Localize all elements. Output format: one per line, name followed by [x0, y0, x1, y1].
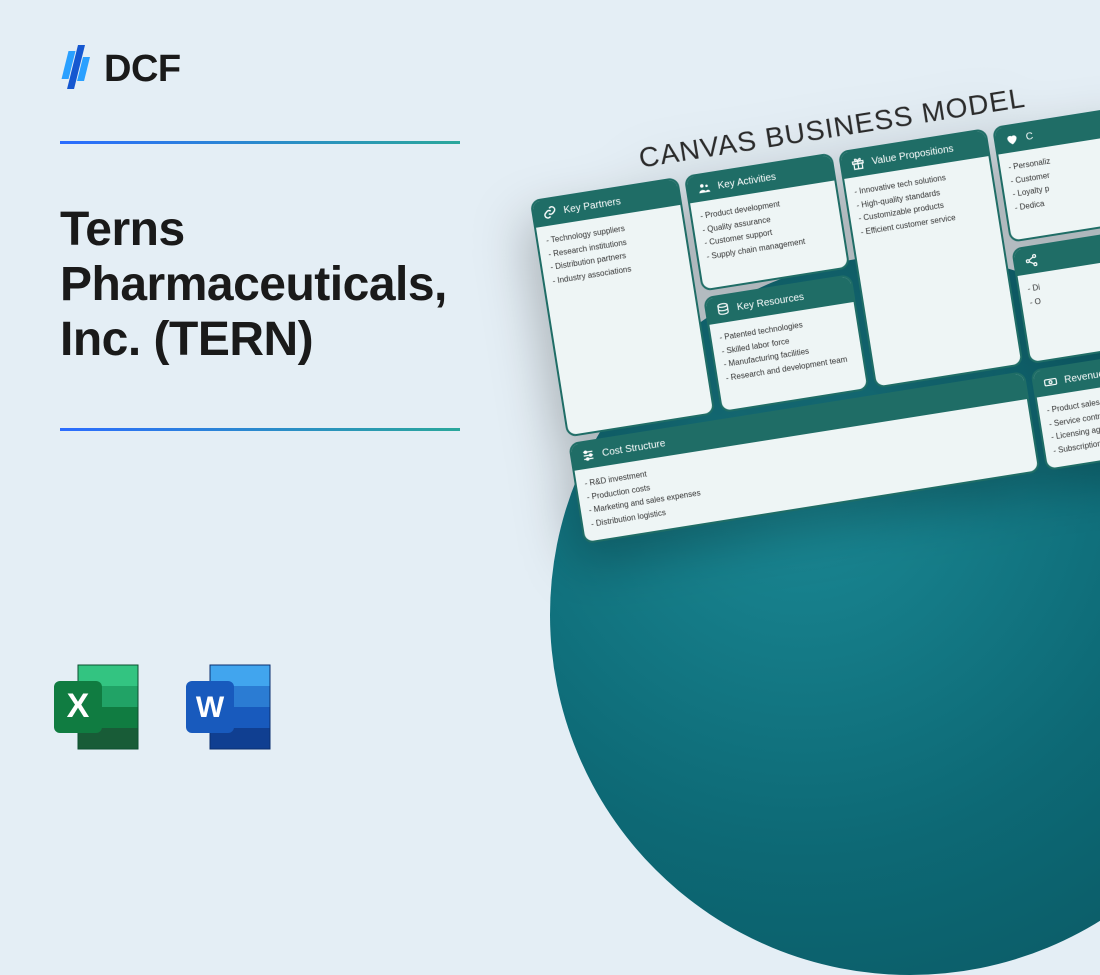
cash-icon	[1041, 373, 1059, 391]
brand-logo-text: DCF	[104, 48, 181, 91]
link-icon	[541, 203, 559, 221]
canvas-col-2: Key Activities Product development Quali…	[684, 153, 870, 414]
brand-logo-mark	[60, 45, 92, 93]
excel-icon: X	[48, 657, 148, 757]
people-icon	[695, 179, 713, 197]
card-label: Key Resources	[736, 291, 805, 312]
gift-icon	[849, 154, 867, 172]
sliders-icon	[579, 446, 597, 464]
heart-icon	[1003, 130, 1021, 148]
card-value-propositions: Value Propositions Innovative tech solut…	[838, 128, 1024, 389]
canvas-mockup: CANVAS BUSINESS MODEL Key Partners Techn…	[523, 64, 1100, 545]
share-icon	[1022, 252, 1040, 270]
card-label: Revenue S	[1064, 367, 1100, 386]
card-label: C	[1025, 130, 1034, 142]
database-icon	[714, 300, 732, 318]
card-customer-relationships: C Personaliz Customer Loyalty p Dedica	[992, 104, 1100, 243]
card-label: Cost Structure	[601, 438, 666, 459]
excel-letter: X	[67, 687, 90, 725]
left-column: DCF Terns Pharmaceuticals, Inc. (TERN)	[60, 45, 490, 431]
divider-top	[60, 141, 460, 144]
card-key-activities: Key Activities Product development Quali…	[684, 153, 850, 292]
page-title: Terns Pharmaceuticals, Inc. (TERN)	[60, 202, 490, 368]
word-letter: W	[196, 691, 225, 724]
divider-bottom	[60, 428, 460, 431]
card-label: Key Partners	[563, 196, 622, 216]
card-channels: Di O	[1011, 225, 1100, 364]
brand-logo: DCF	[60, 45, 490, 93]
card-label: Key Activities	[717, 171, 777, 191]
card-key-resources: Key Resources Patented technologies Skil…	[703, 274, 869, 413]
word-icon: W	[180, 657, 280, 757]
card-revenue-streams: Revenue S Product sales Service contract…	[1030, 347, 1100, 472]
app-icons-row: X W	[48, 657, 280, 757]
card-key-partners: Key Partners Technology suppliers Resear…	[530, 177, 716, 438]
